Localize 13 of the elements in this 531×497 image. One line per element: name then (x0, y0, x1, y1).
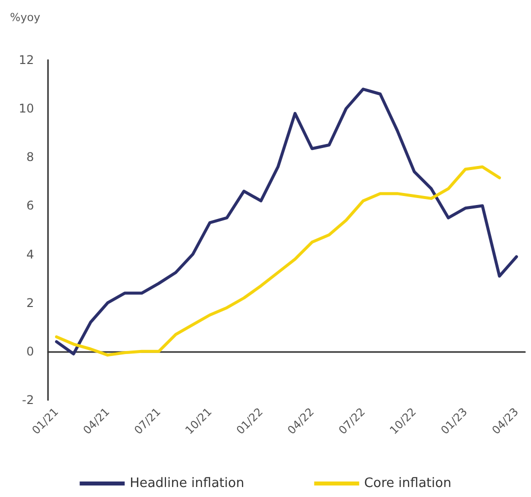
line-series (55, 88, 518, 356)
y-axis-title: %yoy (10, 11, 41, 24)
line-series (55, 165, 501, 357)
y-tick-label: 12 (18, 53, 34, 67)
legend-label: Headline inflation (130, 476, 244, 491)
y-tick-label: 4 (26, 247, 34, 262)
legend-label: Core inflation (364, 476, 452, 491)
y-tick-label: -2 (22, 393, 34, 407)
y-tick-label: 6 (26, 198, 34, 213)
y-tick-label: 10 (18, 102, 34, 116)
y-tick-label: 2 (26, 296, 34, 310)
y-tick-label: 0 (26, 344, 34, 358)
y-tick-label: 8 (26, 150, 34, 164)
